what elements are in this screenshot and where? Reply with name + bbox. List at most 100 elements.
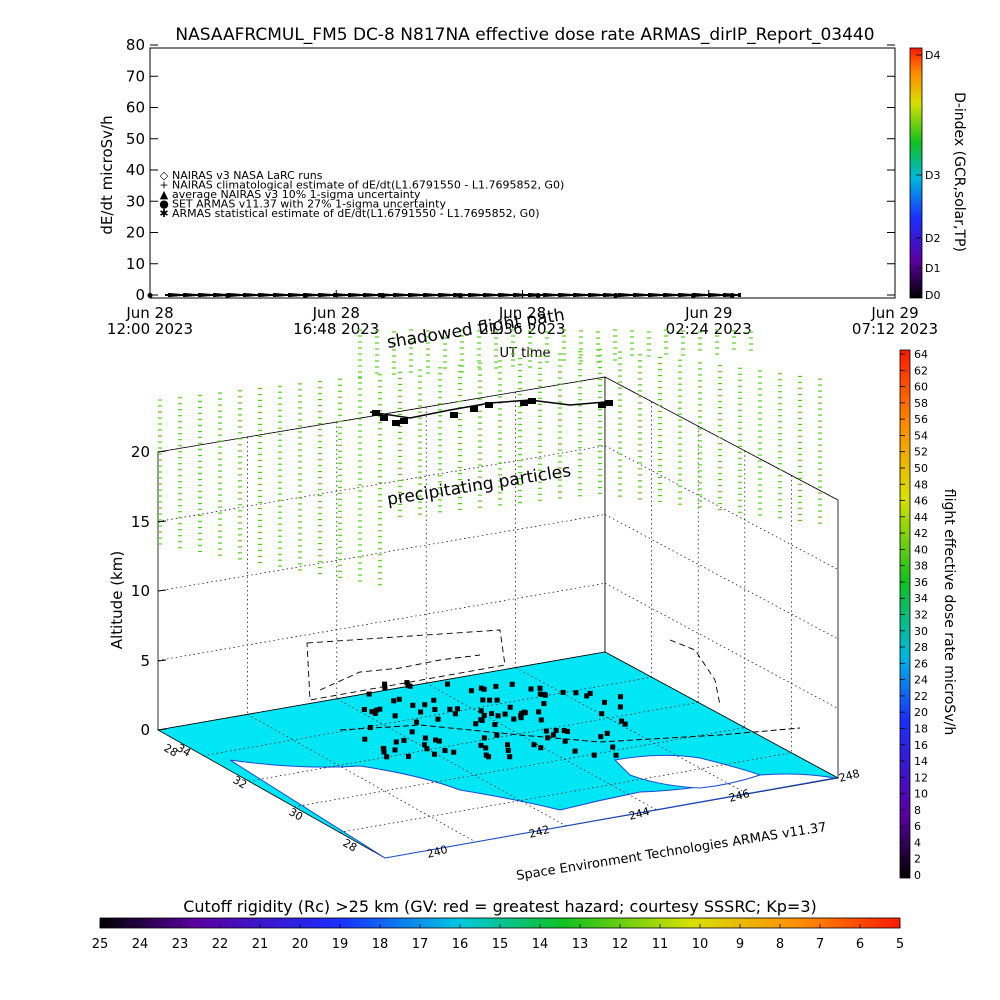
- ts-flight-band: [306, 293, 309, 297]
- dose-tick-label: 34: [914, 592, 928, 605]
- ts-xtick-label-line1: Jun 28: [125, 304, 173, 322]
- ts-flight-band: [516, 293, 519, 297]
- ts-flight-band: [177, 293, 180, 297]
- dose-tick-label: 28: [914, 641, 928, 654]
- dindex-ticks: D4 D3 D2 D1 D0: [916, 49, 940, 302]
- track-marker: [422, 735, 428, 741]
- ts-xtick-label-line1: Jun 28: [498, 304, 546, 322]
- track-marker: [362, 736, 368, 742]
- ts-flight-band: [198, 293, 201, 297]
- ts-flight-band: [423, 293, 426, 297]
- ts-xtick-label-line2: 16:48 2023: [293, 320, 379, 338]
- shadow-track-line: [369, 399, 606, 419]
- ts-flight-band: [375, 294, 378, 296]
- rc-tick-label: 19: [332, 937, 349, 952]
- legend-symbol: ●: [159, 198, 169, 211]
- ts-flight-band: [720, 294, 723, 296]
- ts-flight-band: [531, 293, 534, 297]
- shadow-track-marker: [450, 412, 458, 418]
- ts-flight-band: [327, 293, 330, 297]
- ts-flight-band: [414, 293, 417, 297]
- ts-flight-band: [543, 293, 546, 297]
- ts-flight-band: [231, 293, 234, 297]
- altitude-tick-label: 20: [131, 443, 150, 461]
- ts-flight-band: [234, 293, 237, 297]
- track-marker: [610, 744, 616, 750]
- ts-flight-band: [204, 293, 207, 297]
- track-marker: [591, 752, 597, 758]
- track-marker: [410, 702, 416, 708]
- dose-tick-label: 40: [914, 543, 928, 556]
- ts-flight-band: [645, 294, 648, 296]
- ts-flight-band: [708, 293, 711, 297]
- ts-flight-band: [657, 293, 660, 297]
- right-wall-gridline: [604, 445, 839, 570]
- dindex-tick-label: D1: [925, 262, 940, 275]
- ts-flight-band: [372, 293, 375, 297]
- ts-ytick-label: 40: [126, 161, 145, 179]
- ts-flight-band: [180, 294, 183, 296]
- ts-flight-band: [474, 293, 477, 297]
- dindex-tick-label: D3: [925, 169, 940, 182]
- track-marker: [432, 737, 438, 743]
- ts-flight-band: [480, 294, 483, 296]
- ts-flight-band: [303, 293, 306, 297]
- track-marker: [564, 728, 570, 734]
- track-marker: [369, 709, 375, 715]
- dindex-tick-label: D4: [925, 49, 940, 62]
- ts-flight-band: [567, 293, 570, 297]
- ts-ytick-label: 30: [126, 192, 145, 210]
- latitude-tick-label: 30: [287, 805, 306, 823]
- ts-flight-band: [213, 293, 216, 297]
- ts-flight-band: [393, 293, 396, 297]
- track-marker: [493, 683, 499, 689]
- track-marker: [451, 749, 457, 755]
- track-marker: [541, 701, 547, 707]
- ts-flight-band: [447, 293, 450, 297]
- ts-flight-band: [309, 293, 312, 297]
- ts-flight-band: [312, 293, 315, 297]
- ts-flight-band: [636, 293, 639, 297]
- ts-flight-band: [735, 294, 738, 296]
- rc-tick-label: 16: [452, 937, 469, 952]
- ts-flight-band: [525, 294, 528, 296]
- track-marker: [381, 749, 387, 755]
- ts-flight-band: [462, 293, 465, 297]
- track-marker: [537, 691, 543, 697]
- track-marker: [538, 717, 544, 723]
- dose-tick-label: 24: [914, 674, 928, 687]
- ts-flight-band: [432, 293, 435, 297]
- ts-flight-band: [351, 293, 354, 297]
- dose-tick-label: 58: [914, 397, 928, 410]
- dose-tick-label: 18: [914, 722, 928, 735]
- rc-tick-label: 10: [692, 937, 709, 952]
- track-marker: [542, 692, 548, 698]
- ts-flight-band: [279, 293, 282, 297]
- ts-flight-band: [639, 293, 642, 297]
- ts-flight-band: [384, 293, 387, 297]
- dose-colorbar: [899, 349, 911, 879]
- ts-flight-band: [687, 293, 690, 297]
- track-marker: [562, 738, 568, 744]
- track-marker: [431, 697, 437, 703]
- ts-flight-band: [726, 293, 729, 297]
- ts-flight-band: [318, 293, 321, 297]
- ts-flight-band: [183, 293, 186, 297]
- track-marker: [528, 686, 534, 692]
- ts-flight-band: [468, 293, 471, 297]
- ts-flight-band: [189, 293, 192, 297]
- shadow-track-marker: [380, 415, 388, 421]
- track-marker: [377, 706, 383, 712]
- ts-flight-band: [342, 293, 345, 297]
- dose-tick-label: 50: [914, 462, 928, 475]
- ts-flight-band: [252, 293, 255, 297]
- ts-xtick-label-line1: Jun 28: [312, 304, 360, 322]
- track-marker: [507, 704, 513, 710]
- altitude-tick-mark: [157, 520, 167, 523]
- ts-flight-band: [285, 294, 288, 296]
- ts-flight-band: [546, 293, 549, 297]
- ts-flight-band: [330, 294, 333, 296]
- ts-flight-band: [714, 293, 717, 297]
- ts-flight-band: [444, 293, 447, 297]
- ts-flight-band: [348, 293, 351, 297]
